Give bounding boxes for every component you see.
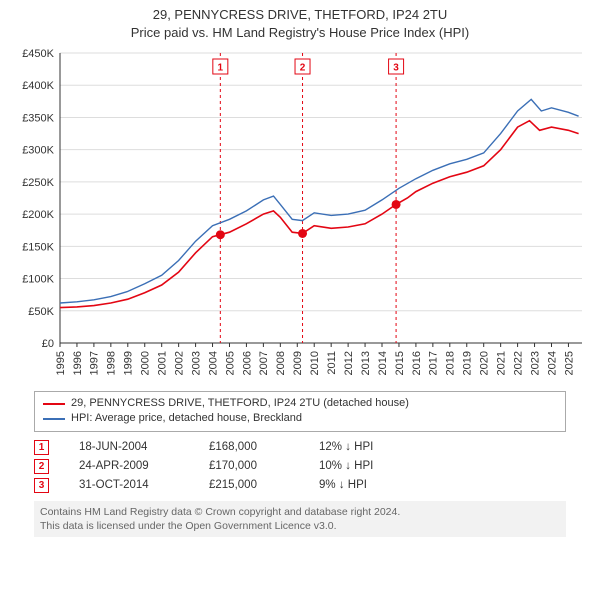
title-line-2: Price paid vs. HM Land Registry's House …: [10, 24, 590, 42]
svg-text:2025: 2025: [563, 351, 575, 375]
svg-text:£50K: £50K: [28, 306, 54, 318]
legend-label: HPI: Average price, detached house, Brec…: [71, 411, 302, 426]
sale-price: £168,000: [209, 441, 289, 453]
svg-text:2000: 2000: [140, 351, 152, 375]
svg-text:1: 1: [218, 63, 224, 74]
svg-text:1997: 1997: [89, 351, 101, 375]
svg-text:£200K: £200K: [22, 209, 54, 221]
attribution-footer: Contains HM Land Registry data © Crown c…: [34, 501, 566, 537]
legend-swatch: [43, 418, 65, 420]
sale-marker-badge: 2: [34, 459, 49, 474]
svg-text:£150K: £150K: [22, 241, 54, 253]
svg-text:£0: £0: [42, 338, 54, 350]
sales-table: 1 18-JUN-2004 £168,000 12% ↓ HPI 2 24-APR-200…: [34, 438, 566, 495]
sale-row: 3 31-OCT-2014 £215,000 9% ↓ HPI: [34, 476, 566, 495]
svg-text:£400K: £400K: [22, 80, 54, 92]
sale-date: 31-OCT-2014: [79, 479, 179, 491]
svg-text:2011: 2011: [326, 351, 338, 375]
svg-text:2023: 2023: [529, 351, 541, 375]
svg-text:2002: 2002: [173, 351, 185, 375]
svg-text:2013: 2013: [360, 351, 372, 375]
price-chart: £0 £50K £100K £150K £200K £250K £300K £350K £400…: [10, 45, 590, 385]
legend: 29, PENNYCRESS DRIVE, THETFORD, IP24 2TU…: [34, 391, 566, 432]
svg-text:2: 2: [300, 63, 306, 74]
svg-text:2019: 2019: [462, 351, 474, 375]
svg-text:£300K: £300K: [22, 145, 54, 157]
svg-text:2006: 2006: [241, 351, 253, 375]
legend-swatch: [43, 403, 65, 405]
sale-price: £170,000: [209, 460, 289, 472]
svg-text:1998: 1998: [106, 351, 118, 375]
sale-date: 24-APR-2009: [79, 460, 179, 472]
footer-line-1: Contains HM Land Registry data © Crown c…: [40, 505, 560, 519]
svg-text:2014: 2014: [377, 351, 389, 375]
legend-item: 29, PENNYCRESS DRIVE, THETFORD, IP24 2TU…: [43, 396, 557, 411]
svg-text:£250K: £250K: [22, 177, 54, 189]
svg-text:2018: 2018: [445, 351, 457, 375]
svg-text:2015: 2015: [394, 351, 406, 375]
svg-text:2021: 2021: [495, 351, 507, 375]
svg-text:1995: 1995: [55, 351, 67, 375]
svg-text:2022: 2022: [512, 351, 524, 375]
legend-label: 29, PENNYCRESS DRIVE, THETFORD, IP24 2TU…: [71, 396, 409, 411]
svg-text:2008: 2008: [275, 351, 287, 375]
sale-marker-badge: 1: [34, 440, 49, 455]
sale-date: 18-JUN-2004: [79, 441, 179, 453]
svg-text:2016: 2016: [411, 351, 423, 375]
svg-text:3: 3: [393, 63, 399, 74]
svg-text:2009: 2009: [292, 351, 304, 375]
sale-hpi-diff: 9% ↓ HPI: [319, 479, 419, 491]
svg-text:2010: 2010: [309, 351, 321, 375]
sale-hpi-diff: 12% ↓ HPI: [319, 441, 419, 453]
svg-text:£350K: £350K: [22, 113, 54, 125]
svg-text:2004: 2004: [207, 351, 219, 375]
chart-title-block: 29, PENNYCRESS DRIVE, THETFORD, IP24 2TU…: [10, 6, 590, 41]
svg-text:2017: 2017: [428, 351, 440, 375]
svg-text:£450K: £450K: [22, 48, 54, 60]
svg-text:2024: 2024: [546, 351, 558, 375]
svg-text:2012: 2012: [343, 351, 355, 375]
title-line-1: 29, PENNYCRESS DRIVE, THETFORD, IP24 2TU: [10, 6, 590, 24]
sale-row: 1 18-JUN-2004 £168,000 12% ↓ HPI: [34, 438, 566, 457]
sale-hpi-diff: 10% ↓ HPI: [319, 460, 419, 472]
svg-text:2007: 2007: [258, 351, 270, 375]
svg-text:2005: 2005: [224, 351, 236, 375]
sale-price: £215,000: [209, 479, 289, 491]
sale-row: 2 24-APR-2009 £170,000 10% ↓ HPI: [34, 457, 566, 476]
svg-text:2020: 2020: [479, 351, 491, 375]
chart-svg: £0 £50K £100K £150K £200K £250K £300K £350K £400…: [10, 45, 590, 385]
svg-text:£100K: £100K: [22, 274, 54, 286]
svg-text:2003: 2003: [190, 351, 202, 375]
svg-text:1996: 1996: [72, 351, 84, 375]
footer-line-2: This data is licensed under the Open Gov…: [40, 519, 560, 533]
svg-text:1999: 1999: [123, 351, 135, 375]
sale-marker-badge: 3: [34, 478, 49, 493]
legend-item: HPI: Average price, detached house, Brec…: [43, 411, 557, 426]
svg-text:2001: 2001: [157, 351, 169, 375]
